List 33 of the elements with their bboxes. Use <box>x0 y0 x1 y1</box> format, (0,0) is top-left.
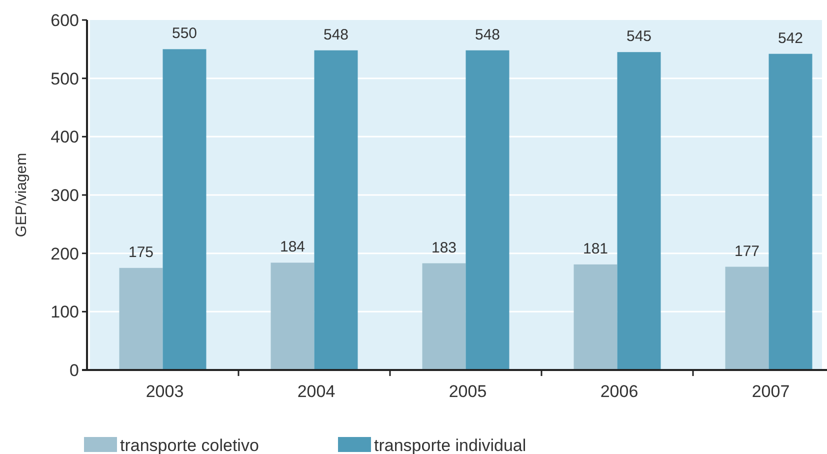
bar <box>466 50 510 370</box>
data-label: 548 <box>323 26 349 44</box>
y-tick-label: 0 <box>70 360 79 380</box>
x-tick-label: 2003 <box>146 382 184 401</box>
data-label: 542 <box>778 30 804 47</box>
x-tick-label: 2004 <box>297 382 336 401</box>
bar <box>314 50 358 370</box>
y-tick-label: 300 <box>50 186 79 205</box>
y-tick-label: 200 <box>50 244 79 264</box>
bar <box>270 262 314 370</box>
bar <box>725 266 769 370</box>
y-tick-label: 600 <box>50 10 79 30</box>
bar <box>119 268 163 370</box>
data-label: 548 <box>474 26 500 44</box>
bar <box>422 263 466 370</box>
data-label: 184 <box>280 238 306 256</box>
x-tick-label: 2005 <box>448 382 487 401</box>
y-axis-title: GEP/viagem <box>13 152 30 238</box>
bar <box>162 49 206 370</box>
data-label: 177 <box>734 242 760 260</box>
y-tick-label: 100 <box>50 302 79 322</box>
x-tick-label: 2007 <box>752 382 790 401</box>
x-tick-label: 2006 <box>600 382 638 401</box>
bar <box>768 54 812 370</box>
bar <box>617 52 661 370</box>
data-label: 545 <box>626 28 652 46</box>
y-tick-label: 500 <box>50 69 79 88</box>
y-tick-label: 400 <box>50 128 79 147</box>
bar <box>574 264 618 370</box>
data-label: 550 <box>172 25 198 42</box>
data-label: 183 <box>431 239 457 256</box>
data-label: 181 <box>582 240 608 258</box>
data-label: 175 <box>128 244 154 261</box>
